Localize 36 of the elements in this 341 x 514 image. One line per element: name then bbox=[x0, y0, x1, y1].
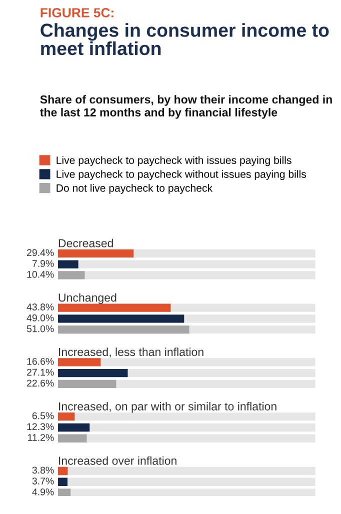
legend-label: Do not live paycheck to paycheck bbox=[56, 184, 213, 194]
y-tick-label: Increased, less than inflation bbox=[59, 348, 204, 358]
y-tick-label: Increased, on par with or similar to inflation bbox=[59, 402, 276, 413]
y-tick-label: Unchanged bbox=[58, 293, 116, 304]
y-tick-label: Decreased bbox=[58, 238, 113, 248]
data-label: 27.1% bbox=[27, 368, 54, 376]
data-label: 43.8% bbox=[26, 304, 54, 310]
bar bbox=[58, 466, 68, 476]
data-label: 6.5% bbox=[32, 412, 54, 420]
data-label: 51.0% bbox=[26, 325, 54, 332]
bar bbox=[58, 423, 90, 432]
caption: FIGURE 5C: bbox=[40, 8, 114, 18]
chart-title: Changes in consumer income to meet inflation bbox=[40, 23, 329, 56]
legend-label: Live paycheck to paycheck with issues paying bills bbox=[56, 156, 292, 166]
bar bbox=[58, 434, 87, 442]
chart-subtitle: Share of consumers, by how their income changed in the last 12 months and by financial lifestyle bbox=[40, 95, 332, 119]
legend-label: Live paycheck to paycheck without issues paying bills bbox=[56, 170, 306, 180]
data-label: 29.4% bbox=[27, 249, 54, 256]
bar bbox=[58, 478, 68, 486]
bar bbox=[58, 488, 71, 496]
y-tick-label: Increased over inflation bbox=[59, 456, 176, 465]
bar bbox=[58, 412, 75, 421]
bar bbox=[58, 380, 116, 388]
bar bbox=[58, 358, 101, 366]
bar bbox=[58, 271, 85, 280]
data-label: 10.4% bbox=[27, 270, 54, 278]
data-label: 12.3% bbox=[27, 423, 54, 430]
data-label: 7.9% bbox=[32, 260, 54, 267]
bar bbox=[58, 260, 78, 268]
data-label: 3.7% bbox=[32, 478, 54, 484]
data-label: 11.2% bbox=[28, 434, 54, 441]
data-label: 3.8% bbox=[32, 466, 54, 474]
data-label: 49.0% bbox=[26, 314, 54, 322]
data-label: 4.9% bbox=[32, 488, 54, 496]
data-label: 22.6% bbox=[27, 380, 54, 387]
data-label: 16.6% bbox=[27, 358, 54, 365]
